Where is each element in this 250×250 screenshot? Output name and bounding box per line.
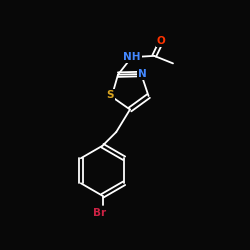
Text: N: N [138,69,147,79]
Text: O: O [157,36,166,46]
Text: Br: Br [94,208,106,218]
Text: S: S [107,90,114,101]
Text: NH: NH [123,52,140,62]
